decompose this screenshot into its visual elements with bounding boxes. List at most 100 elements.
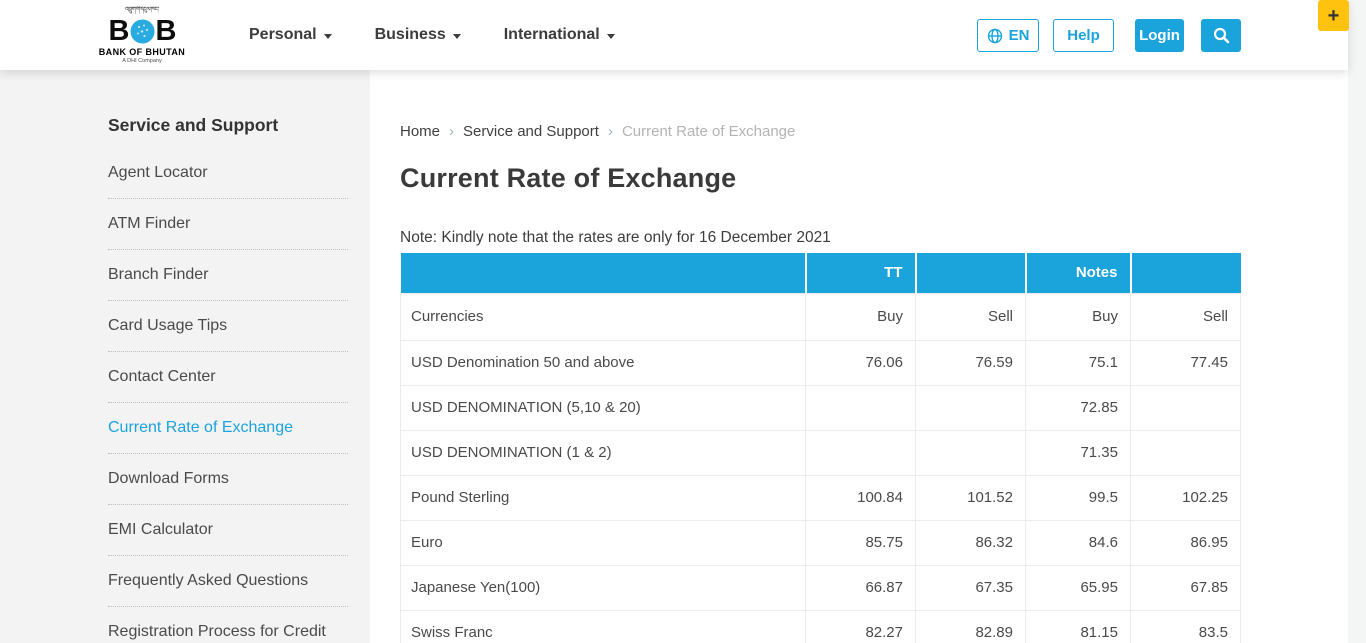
currency-cell: Swiss Franc (400, 609, 806, 643)
tt-buy-cell: 82.27 (805, 609, 916, 643)
tt-sell-cell: 67.35 (915, 564, 1026, 611)
sidebar-item-card-usage-tips[interactable]: Card Usage Tips (108, 301, 348, 352)
notes-sell-cell: 67.85 (1130, 564, 1241, 611)
sidebar: Service and Support Agent Locator ATM Fi… (0, 70, 370, 643)
group-header-empty (1130, 253, 1241, 293)
tt-sell-cell (915, 384, 1026, 431)
table-row: USD DENOMINATION (5,10 & 20) 72.85 (400, 384, 1241, 431)
sidebar-item-branch-finder[interactable]: Branch Finder (108, 250, 348, 301)
sidebar-item-agent-locator[interactable]: Agent Locator (108, 148, 348, 199)
dhi-company-tagline: A DHI Company (122, 58, 162, 64)
tt-sell-cell: 86.32 (915, 519, 1026, 566)
globe-icon (987, 28, 1003, 44)
exchange-rates-table-container: TT Notes Currencies Buy Sell Buy Sell US… (400, 253, 1241, 643)
notes-buy-cell: 84.6 (1025, 519, 1131, 566)
help-button[interactable]: Help (1053, 19, 1114, 52)
dzongkha-script-text: འབྲུག་གི་དངུལ་ཁང་། (124, 7, 160, 13)
chevron-down-icon (323, 33, 332, 39)
bank-name-text: BANK OF BHUTAN (98, 47, 186, 57)
sidebar-item-current-rate-of-exchange[interactable]: Current Rate of Exchange (108, 403, 348, 454)
login-button[interactable]: Login (1135, 19, 1184, 52)
currency-cell: Pound Sterling (400, 474, 806, 521)
scrollbar-gutter[interactable] (1348, 0, 1366, 643)
notes-buy-cell: 71.35 (1025, 429, 1131, 476)
table-column-header-row: Currencies Buy Sell Buy Sell (400, 292, 1241, 341)
chevron-right-icon: › (449, 123, 455, 140)
table-row: USD DENOMINATION (1 & 2) 71.35 (400, 429, 1241, 476)
login-label: Login (1139, 27, 1180, 44)
nav-label: Personal (249, 26, 317, 43)
currency-cell: USD DENOMINATION (5,10 & 20) (400, 384, 806, 431)
tt-sell-cell (915, 429, 1026, 476)
search-button[interactable] (1201, 19, 1241, 52)
bob-letter-b-left: B (108, 15, 130, 47)
bank-of-bhutan-logo[interactable]: འབྲུག་གི་དངུལ་ཁང་། B B BANK OF BHUTAN A … (99, 2, 185, 68)
bob-letter-b-right: B (155, 15, 177, 47)
nav-item-personal[interactable]: Personal (249, 26, 332, 44)
notes-sell-cell: 83.5 (1130, 609, 1241, 643)
breadcrumb-service-and-support[interactable]: Service and Support (463, 123, 599, 140)
sidebar-item-atm-finder[interactable]: ATM Finder (108, 199, 348, 250)
sidebar-item-emi-calculator[interactable]: EMI Calculator (108, 505, 348, 556)
col-header-currencies: Currencies (400, 292, 806, 341)
col-header-notes-sell: Sell (1130, 292, 1241, 341)
table-row: Euro 85.75 86.32 84.6 86.95 (400, 519, 1241, 566)
search-icon (1213, 27, 1230, 44)
col-header-tt-buy: Buy (805, 292, 916, 341)
accessibility-plus-button[interactable]: + (1318, 0, 1349, 31)
globe-dot-icon (130, 19, 155, 44)
table-group-header-row: TT Notes (400, 253, 1241, 293)
breadcrumb: Home › Service and Support › Current Rat… (400, 123, 795, 140)
currency-cell: Japanese Yen(100) (400, 564, 806, 611)
table-row: Japanese Yen(100) 66.87 67.35 65.95 67.8… (400, 564, 1241, 611)
nav-item-business[interactable]: Business (375, 26, 461, 44)
notes-buy-cell: 65.95 (1025, 564, 1131, 611)
col-header-tt-sell: Sell (915, 292, 1026, 341)
help-label: Help (1067, 27, 1100, 44)
chevron-down-icon (606, 33, 615, 39)
col-header-notes-buy: Buy (1025, 292, 1131, 341)
page-title: Current Rate of Exchange (400, 163, 737, 193)
tt-buy-cell (805, 384, 916, 431)
chevron-down-icon (452, 33, 461, 39)
table-row: Swiss Franc 82.27 82.89 81.15 83.5 (400, 609, 1241, 643)
notes-buy-cell: 99.5 (1025, 474, 1131, 521)
sidebar-item-faq[interactable]: Frequently Asked Questions (108, 556, 348, 607)
tt-sell-cell: 101.52 (915, 474, 1026, 521)
notes-sell-cell (1130, 429, 1241, 476)
tt-buy-cell: 76.06 (805, 339, 916, 386)
notes-sell-cell: 86.95 (1130, 519, 1241, 566)
breadcrumb-home[interactable]: Home (400, 123, 441, 140)
language-button[interactable]: EN (977, 19, 1039, 52)
group-header-tt: TT (805, 253, 917, 293)
notes-sell-cell: 77.45 (1130, 339, 1241, 386)
sidebar-item-registration-credit-card[interactable]: Registration Process for Credit Card (108, 607, 348, 643)
group-header-empty (400, 253, 807, 293)
nav-item-international[interactable]: International (504, 26, 615, 44)
notes-buy-cell: 81.15 (1025, 609, 1131, 643)
currency-cell: USD Denomination 50 and above (400, 339, 806, 386)
language-label: EN (1008, 27, 1030, 44)
main-content: Home › Service and Support › Current Rat… (370, 70, 1348, 643)
notes-sell-cell: 102.25 (1130, 474, 1241, 521)
tt-sell-cell: 82.89 (915, 609, 1026, 643)
top-header: འབྲུག་གི་དངུལ་ཁང་། B B BANK OF BHUTAN A … (0, 0, 1348, 70)
sidebar-item-download-forms[interactable]: Download Forms (108, 454, 348, 505)
tt-buy-cell: 100.84 (805, 474, 916, 521)
main-nav: Personal Business International (249, 0, 615, 70)
table-row: Pound Sterling 100.84 101.52 99.5 102.25 (400, 474, 1241, 521)
group-header-notes: Notes (1025, 253, 1132, 293)
currency-cell: Euro (400, 519, 806, 566)
breadcrumb-current-page: Current Rate of Exchange (621, 123, 796, 140)
nav-label: Business (374, 26, 446, 43)
plus-icon: + (1327, 4, 1340, 27)
notes-buy-cell: 75.1 (1025, 339, 1131, 386)
chevron-right-icon: › (607, 123, 613, 140)
sidebar-item-contact-center[interactable]: Contact Center (108, 352, 348, 403)
currency-cell: USD DENOMINATION (1 & 2) (400, 429, 806, 476)
tt-sell-cell: 76.59 (915, 339, 1026, 386)
sidebar-menu: Agent Locator ATM Finder Branch Finder C… (108, 148, 348, 643)
group-header-empty (915, 253, 1027, 293)
notes-buy-cell: 72.85 (1025, 384, 1131, 431)
bob-wordmark: B B (108, 15, 177, 47)
